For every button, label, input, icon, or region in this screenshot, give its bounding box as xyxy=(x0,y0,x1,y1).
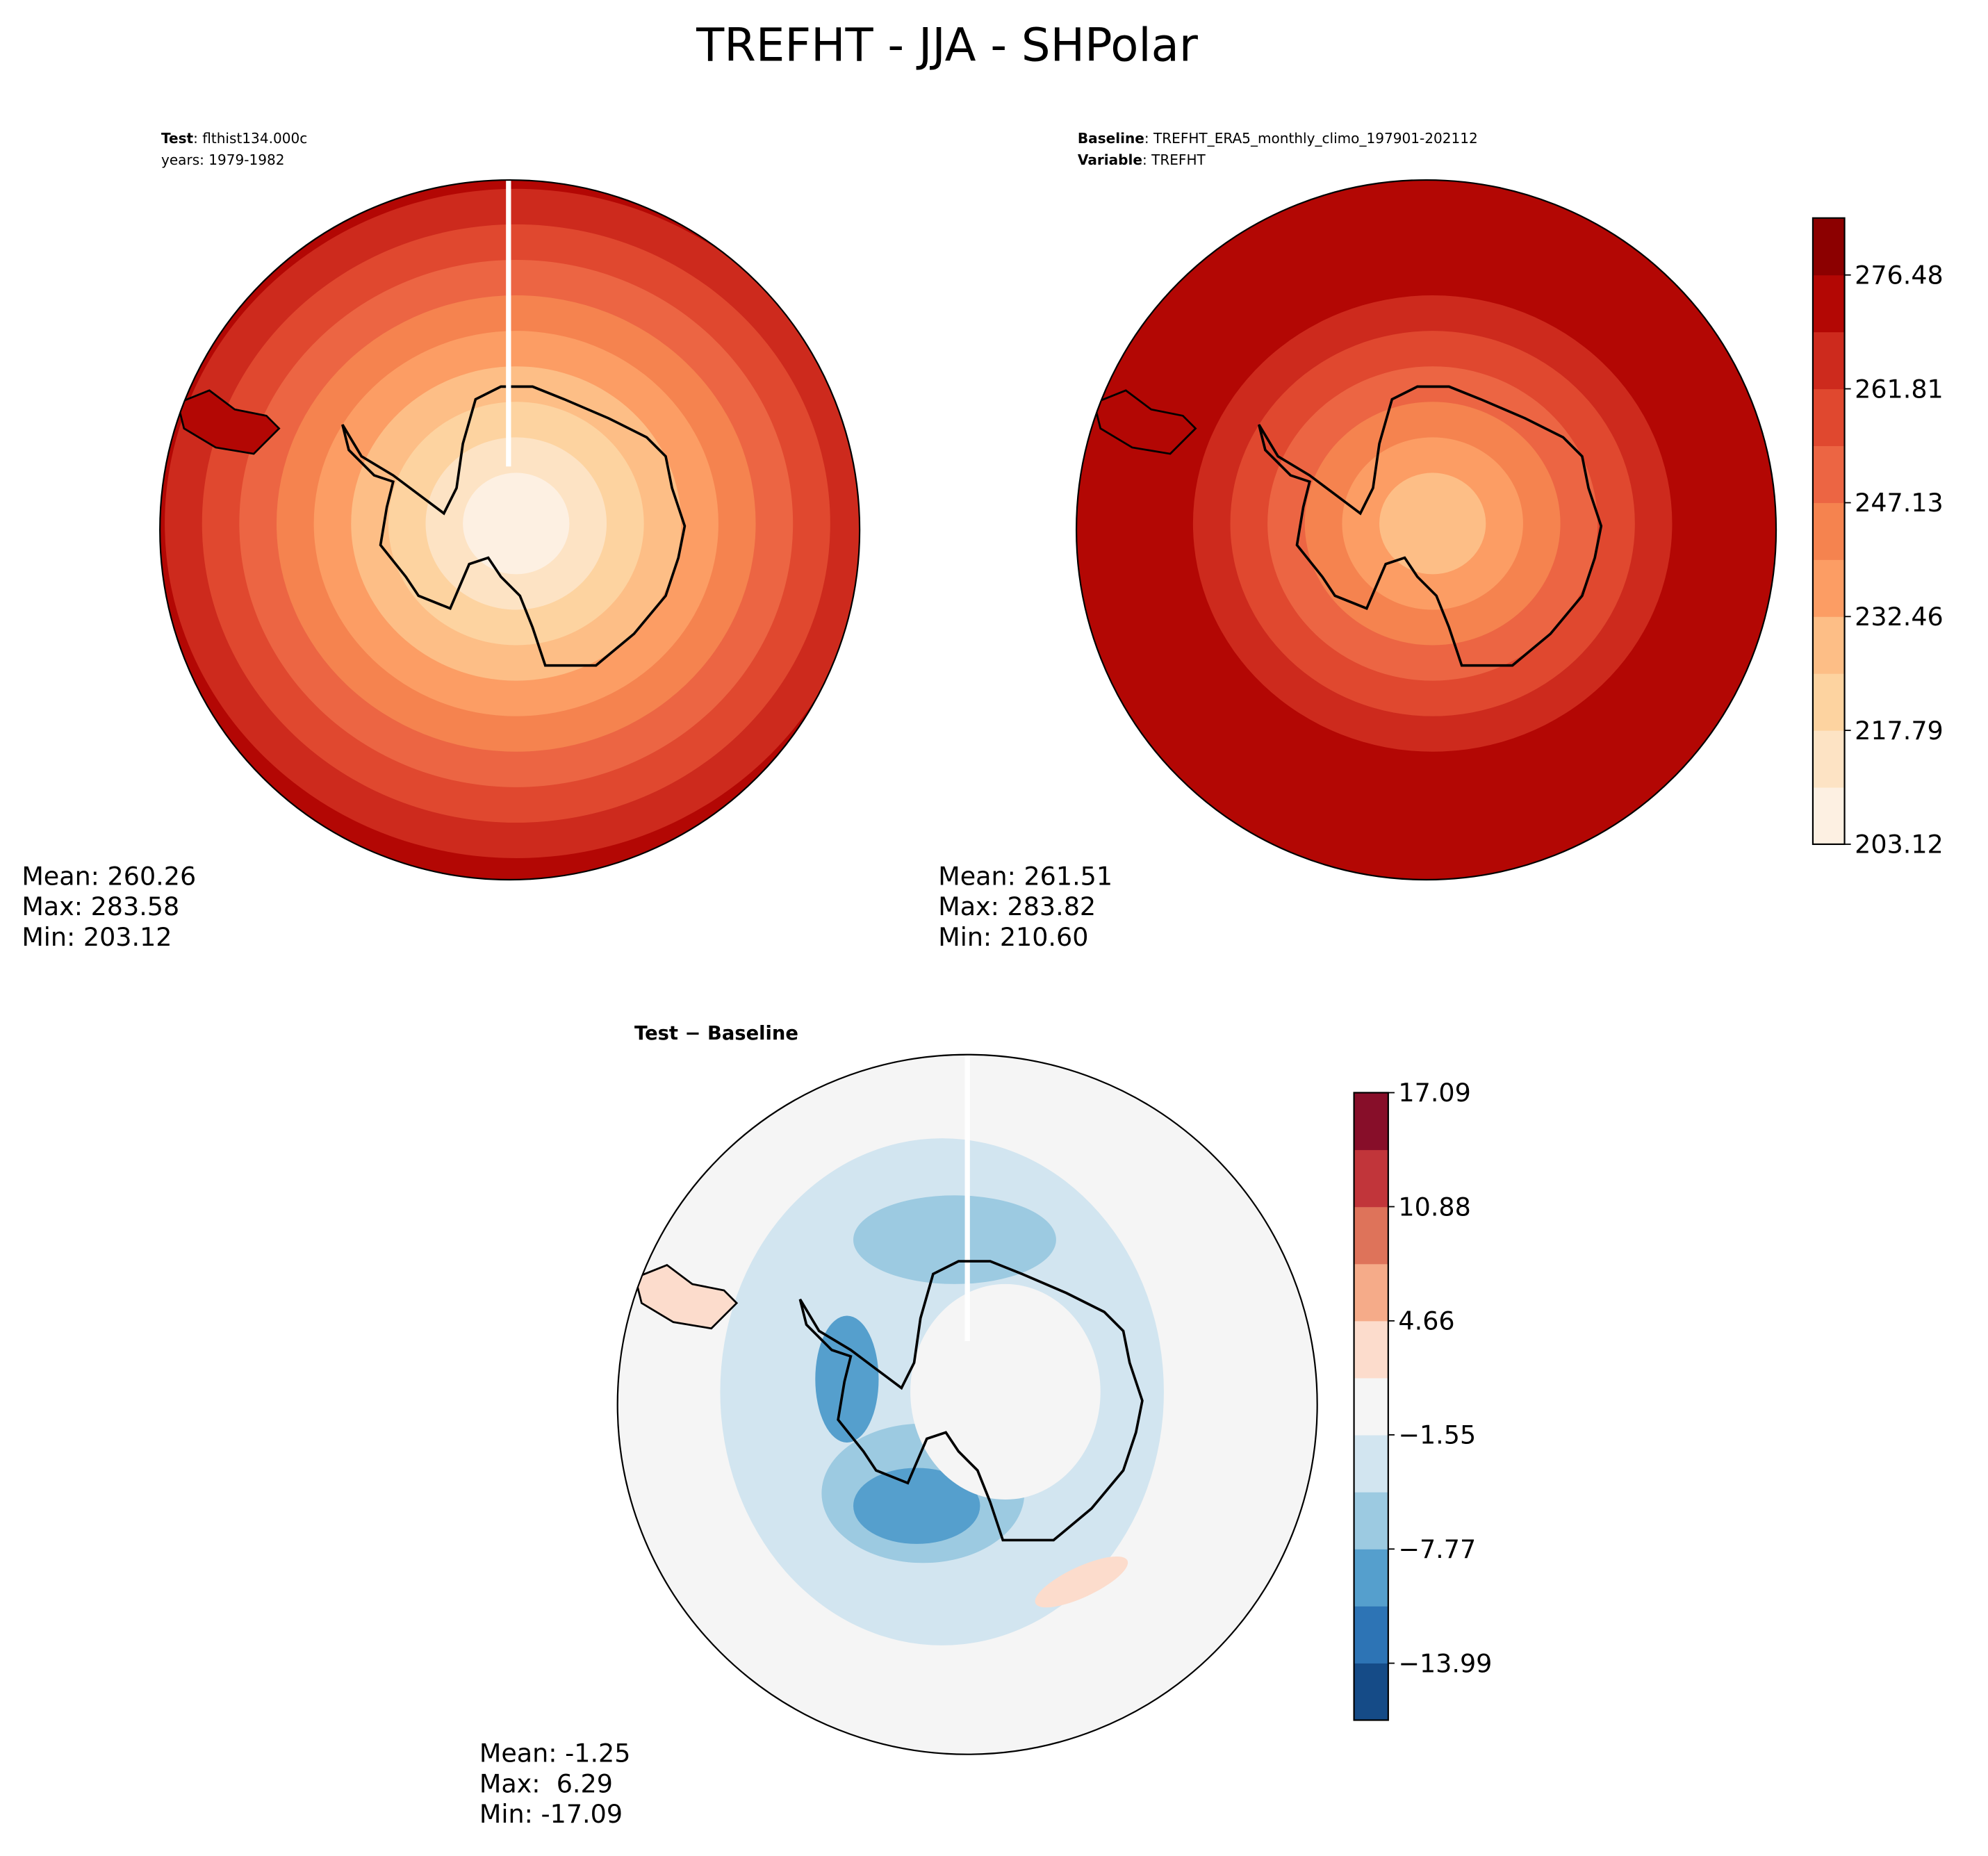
colorbar-tick-label: 17.09 xyxy=(1398,1078,1470,1108)
stat-label: Min: 210.60 xyxy=(938,922,1088,952)
map-border xyxy=(1075,179,1777,881)
missing-strip xyxy=(964,1054,970,1342)
colorbar-level xyxy=(1354,1149,1388,1208)
coastline xyxy=(176,389,281,455)
header-bold: Baseline xyxy=(1078,130,1144,147)
stat-label: Mean: -1.25 xyxy=(479,1739,631,1768)
stat-label: Min: 203.12 xyxy=(22,922,172,952)
coastline xyxy=(798,1260,1144,1542)
colorbar-level xyxy=(1812,673,1845,731)
colorbar-level xyxy=(1354,1263,1388,1322)
coastline xyxy=(341,385,687,667)
stat-label: Max: 283.58 xyxy=(22,892,179,921)
colorbar-level xyxy=(1354,1092,1388,1151)
colorbar-frame xyxy=(1353,1092,1389,1721)
coastline xyxy=(634,1264,739,1330)
stat-label: Max: 6.29 xyxy=(479,1768,613,1798)
colorbar-level xyxy=(1812,388,1845,447)
colorbar-level xyxy=(1354,1377,1388,1436)
colorbar: 203.12 217.79 232.46 247.13 261.81 276.48 xyxy=(1812,217,1944,860)
panel-header: Baseline: TREFHT_ERA5_monthly_climo_1979… xyxy=(1078,130,1478,147)
contour xyxy=(815,1315,879,1443)
colorbar-tick-label: 232.46 xyxy=(1855,602,1944,632)
contour xyxy=(853,1195,1056,1284)
colorbars: 203.12 217.79 232.46 247.13 261.81 276.48 −13.… xyxy=(1353,217,1944,1721)
colorbar: −13.99 −7.77 −1.55 4.66 10.88 17.09 xyxy=(1353,1078,1492,1721)
stat-label: Mean: 261.51 xyxy=(938,861,1112,891)
map-border xyxy=(616,1053,1318,1755)
colorbar-level xyxy=(1812,217,1845,276)
contour xyxy=(1379,473,1486,575)
map-border xyxy=(159,179,861,881)
colorbar-level xyxy=(1354,1320,1388,1379)
colorbar-tick-label: −13.99 xyxy=(1398,1648,1492,1678)
stat-label: Min: -17.09 xyxy=(479,1799,623,1829)
stat-label: Max: 283.82 xyxy=(938,892,1096,921)
maps xyxy=(159,179,1777,1755)
header-text: : TREFHT_ERA5_monthly_climo_197901-20211… xyxy=(1144,130,1478,147)
colorbar-tick-label: 4.66 xyxy=(1398,1306,1454,1336)
colorbar-level xyxy=(1812,559,1845,617)
figure-title: TREFHT - JJA - SHPolar xyxy=(696,19,1198,72)
header-text: : TREFHT xyxy=(1142,151,1206,168)
colorbar-level xyxy=(1354,1549,1388,1607)
panel-header: Test: flthist134.000c xyxy=(161,130,307,147)
colorbar-tick-label: 10.88 xyxy=(1398,1192,1470,1222)
colorbar-tick-label: 203.12 xyxy=(1855,830,1944,860)
colorbar-tick-label: 276.48 xyxy=(1855,260,1944,290)
colorbar-level xyxy=(1354,1606,1388,1664)
missing-strip xyxy=(506,180,511,467)
stat-label: Mean: 260.26 xyxy=(22,861,196,891)
coastline xyxy=(1092,389,1197,455)
colorbar-tick-label: −7.77 xyxy=(1398,1534,1476,1564)
colorbar-frame xyxy=(1812,217,1846,846)
panel-subheader: years: 1979-1982 xyxy=(161,151,285,168)
colorbar-level xyxy=(1812,616,1845,674)
coastline xyxy=(1257,385,1603,667)
colorbar-level xyxy=(1354,1435,1388,1493)
contour xyxy=(463,473,570,575)
contour xyxy=(853,1468,980,1544)
map xyxy=(617,1054,1317,1755)
contour xyxy=(910,1283,1101,1500)
panel-header: Test − Baseline xyxy=(634,1023,798,1044)
colorbar-level xyxy=(1812,445,1845,503)
colorbar-tick-label: 247.13 xyxy=(1855,488,1944,518)
colorbar-level xyxy=(1354,1663,1388,1721)
colorbar-level xyxy=(1354,1206,1388,1265)
header-bold: Test xyxy=(161,130,194,147)
colorbar-level xyxy=(1354,1492,1388,1550)
colorbar-level xyxy=(1812,331,1845,390)
colorbar-level xyxy=(1812,502,1845,560)
panel-subheader: Variable: TREFHT xyxy=(1078,151,1206,168)
contour xyxy=(1035,1556,1128,1608)
map xyxy=(1076,180,1777,880)
colorbar-level xyxy=(1812,274,1845,333)
colorbar-tick-label: 217.79 xyxy=(1855,716,1944,746)
header-bold: Variable xyxy=(1078,151,1142,168)
colorbar-tick-label: −1.55 xyxy=(1398,1420,1476,1450)
colorbar-level xyxy=(1812,787,1845,845)
colorbar-tick-label: 261.81 xyxy=(1855,374,1944,404)
colorbar-level xyxy=(1812,730,1845,788)
header-text: : flthist134.000c xyxy=(193,130,307,147)
